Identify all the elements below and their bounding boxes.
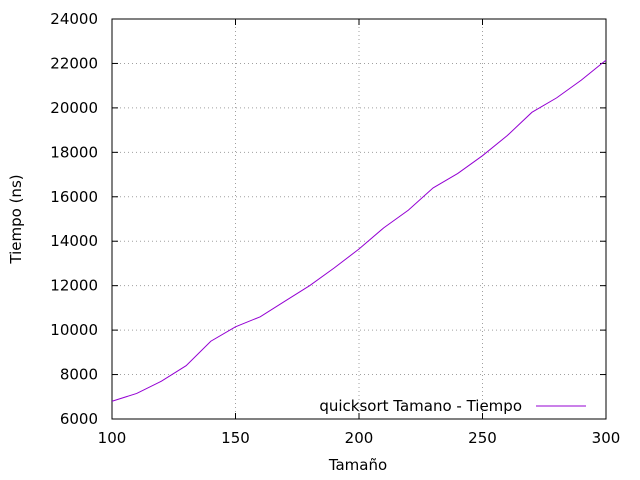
x-axis-label: Tamaño — [328, 456, 387, 474]
x-tick-label: 150 — [221, 429, 250, 447]
y-tick-label: 24000 — [50, 10, 98, 28]
legend-series-label: quicksort Tamano - Tiempo — [319, 397, 522, 415]
series-group — [111, 59, 607, 402]
x-tick-label: 200 — [345, 429, 374, 447]
y-tick-label: 16000 — [50, 188, 98, 206]
axis-ticks: 100 150 200 250 300 6000 8000 10000 12000 14000 16… — [50, 10, 620, 447]
series-line — [111, 59, 607, 402]
y-tick-label: 12000 — [50, 277, 98, 295]
y-tick-label: 8000 — [60, 366, 98, 384]
y-axis-label: Tiempo (ns) — [7, 174, 25, 264]
grid-lines — [112, 19, 606, 419]
y-tick-label: 22000 — [50, 54, 98, 72]
x-tick-label: 100 — [98, 429, 127, 447]
legend: quicksort Tamano - Tiempo — [319, 397, 586, 415]
y-tick-label: 14000 — [50, 232, 98, 250]
x-tick-label: 300 — [592, 429, 621, 447]
y-tick-label: 6000 — [60, 410, 98, 428]
y-tick-label: 18000 — [50, 143, 98, 161]
x-tick-label: 250 — [468, 429, 497, 447]
y-tick-label: 20000 — [50, 99, 98, 117]
y-tick-label: 10000 — [50, 321, 98, 339]
